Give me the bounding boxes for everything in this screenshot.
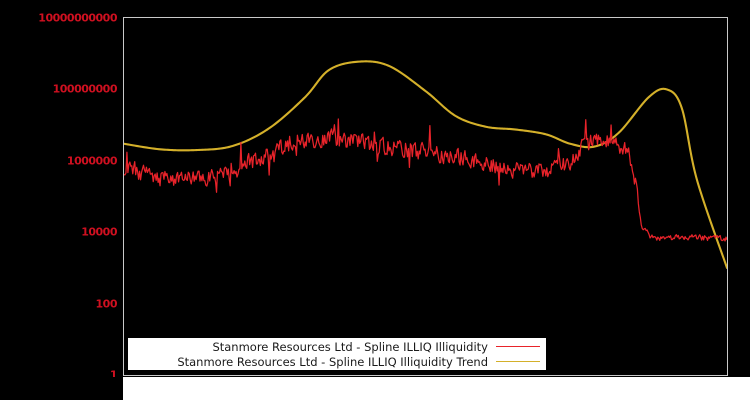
legend-swatch-illiquidity-trend: [496, 361, 540, 362]
plot-svg: [124, 60, 727, 269]
plot-area: [123, 17, 728, 376]
series-illiquidity-line: [124, 118, 727, 242]
y-tick-label-1000000: 1000000: [66, 154, 118, 168]
y-tick-label-10000: 10000: [81, 225, 117, 239]
y-axis-tick-labels: 10000000000 100000000 1000000 10000 100 1: [0, 0, 117, 400]
chart-legend: Stanmore Resources Ltd - Spline ILLIQ Il…: [128, 338, 546, 370]
legend-item-illiquidity-trend[interactable]: Stanmore Resources Ltd - Spline ILLIQ Il…: [128, 354, 540, 369]
legend-item-illiquidity[interactable]: Stanmore Resources Ltd - Spline ILLIQ Il…: [128, 339, 540, 354]
legend-label-illiquidity-trend: Stanmore Resources Ltd - Spline ILLIQ Il…: [177, 354, 488, 369]
bottom-white-strip: [123, 377, 750, 400]
legend-swatch-illiquidity: [496, 346, 540, 347]
legend-label-illiquidity: Stanmore Resources Ltd - Spline ILLIQ Il…: [212, 339, 488, 354]
bottom-left-filler: [0, 377, 123, 400]
y-tick-label-1: 1: [109, 368, 118, 382]
y-tick-label-100: 100: [95, 297, 118, 311]
series-trend-line: [124, 60, 727, 269]
y-tick-label-100000000: 100000000: [52, 82, 118, 96]
y-tick-label-10000000000: 10000000000: [38, 11, 117, 25]
